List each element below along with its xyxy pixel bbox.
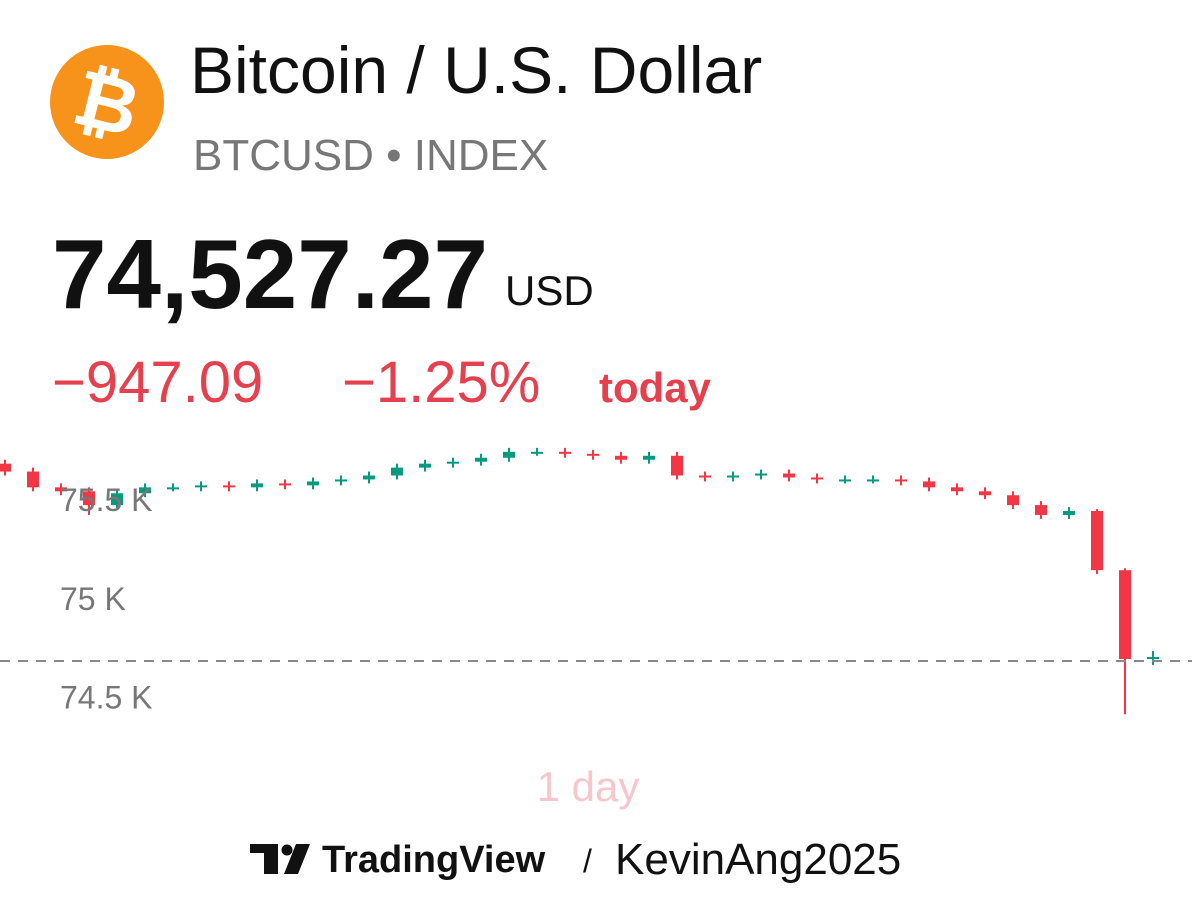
candle-body	[1147, 657, 1159, 660]
candle-body	[447, 461, 459, 464]
author: KevinAng2025	[615, 835, 901, 884]
candle-body	[363, 475, 375, 480]
candle-body	[1063, 511, 1075, 515]
candle-body	[55, 487, 67, 492]
bitcoin-logo	[50, 45, 164, 159]
title: Bitcoin / U.S. Dollar	[190, 33, 762, 107]
candle-body	[1091, 511, 1103, 571]
currency: USD	[505, 267, 594, 314]
brand: TradingView	[322, 839, 546, 881]
candle-body	[811, 477, 823, 480]
candle-body	[0, 463, 11, 472]
candle-body	[615, 455, 627, 460]
candle-body	[671, 455, 683, 476]
candle-body	[979, 491, 991, 496]
candle-body	[727, 475, 739, 478]
candle-body	[755, 473, 767, 476]
candle-body	[279, 483, 291, 486]
range-label[interactable]: 1 day	[537, 763, 640, 810]
change: −947.09	[52, 350, 263, 415]
candle-body	[195, 485, 207, 488]
candle-body	[1007, 495, 1019, 506]
candle-body	[475, 457, 487, 462]
change-percent: −1.25%	[342, 350, 540, 415]
candle-body	[391, 467, 403, 476]
y-tick-label: 75.5 K	[60, 482, 153, 518]
candle-body	[923, 481, 935, 488]
candle-body	[587, 453, 599, 456]
candle-body	[111, 493, 123, 506]
candle-body	[699, 475, 711, 478]
candle-body	[895, 479, 907, 482]
candle-body	[839, 479, 851, 482]
candle-body	[335, 479, 347, 482]
candle-body	[643, 455, 655, 460]
tradingview-logo	[250, 844, 310, 874]
candle-body	[307, 481, 319, 486]
candle-body	[251, 483, 263, 488]
period: today	[599, 364, 712, 411]
chart: 74.5 K 75 K 75.5 K	[0, 447, 1192, 715]
candle-body	[1119, 570, 1131, 659]
subtitle: BTCUSD • INDEX	[193, 131, 548, 180]
candle-body	[419, 463, 431, 468]
candle-body	[867, 479, 879, 482]
candle-body	[167, 487, 179, 490]
y-tick-label: 74.5 K	[60, 679, 153, 715]
candle-body	[139, 487, 151, 494]
candle-body	[223, 485, 235, 488]
y-tick-label: 75 K	[60, 581, 126, 617]
candle-body	[783, 473, 795, 478]
separator: /	[583, 843, 592, 879]
candle-body	[951, 487, 963, 492]
candle-body	[1035, 505, 1047, 515]
candle-body	[27, 471, 39, 488]
candle-body	[503, 451, 515, 458]
candle-body	[559, 451, 571, 454]
candle-body	[531, 451, 543, 454]
candle-body	[83, 491, 95, 506]
price: 74,527.27	[52, 219, 488, 329]
